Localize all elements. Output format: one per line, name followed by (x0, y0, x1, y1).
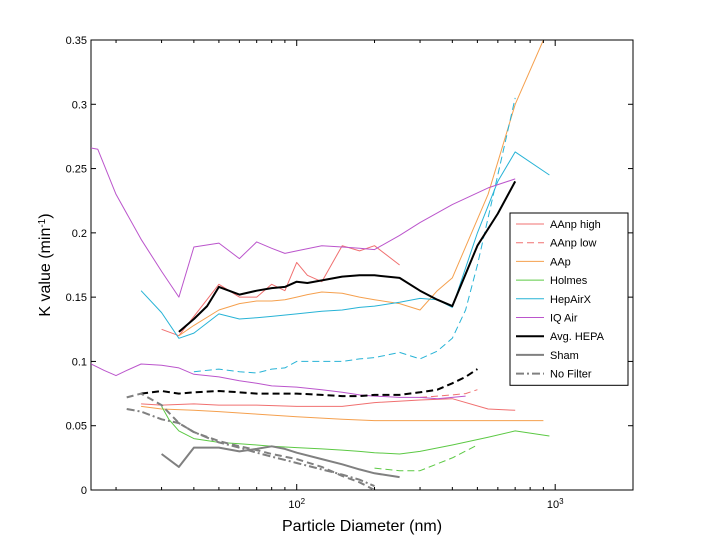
y-tick-label: 0.15 (66, 292, 87, 304)
series-line-sham (161, 445, 400, 479)
plot-frame (90, 39, 634, 491)
series-line-aap (178, 40, 544, 337)
axes-frame (90, 39, 634, 491)
x-tick-label: 102 (288, 497, 305, 512)
series-line-holmes (374, 444, 478, 472)
y-tick-label: 0.05 (66, 421, 87, 433)
legend: AAnp high AAnp low AAp Holmes HepAirX IQ Air A… (509, 212, 629, 386)
series-line-holmes (161, 406, 550, 455)
legend-label: Holmes (550, 275, 588, 287)
series-line-hepairx (193, 97, 516, 374)
y-axis-label-close: ) (37, 213, 54, 218)
y-axis-label-main: K value (min (37, 228, 54, 317)
y-tick-label: 0.2 (72, 228, 87, 240)
x-axis-ticks: 102 103 (115, 40, 634, 512)
y-axis-label: K value (min-1) (37, 213, 55, 316)
series-line-avg-hepa (178, 180, 517, 333)
series-line-hepairx (140, 151, 550, 339)
series-line-aanp-high (161, 245, 400, 337)
y-axis-ticks: 0 0.05 0.1 0.15 0.2 0.25 0.3 0.35 (66, 35, 633, 497)
series-line-iq-air (91, 147, 516, 298)
series-line-iq-air (91, 363, 466, 400)
series-line-aanp-high (141, 398, 516, 411)
series-line-avg-hepa (140, 368, 478, 398)
series-layer (91, 40, 550, 490)
legend-label: Sham (550, 350, 579, 362)
x-tick-label: 103 (547, 497, 564, 512)
y-tick-label: 0 (81, 485, 87, 497)
legend-label: AAnp high (550, 219, 601, 231)
x-axis-label: Particle Diameter (nm) (282, 518, 442, 535)
legend-label: AAp (550, 256, 571, 268)
series-line-aap (141, 405, 544, 422)
legend-label: No Filter (550, 369, 592, 381)
series-line-sham (126, 392, 375, 490)
legend-label: HepAirX (550, 294, 592, 306)
y-tick-label: 0.25 (66, 164, 87, 176)
legend-label: IQ Air (550, 313, 578, 325)
y-axis-label-sup: -1 (37, 218, 48, 227)
legend-label: AAnp low (550, 238, 597, 250)
y-tick-label: 0.3 (72, 99, 87, 111)
legend-label: Avg. HEPA (550, 331, 605, 343)
series-line-aanp-low (419, 389, 478, 398)
y-tick-label: 0.35 (66, 35, 87, 47)
series-line-no-filter (126, 408, 375, 488)
y-tick-label: 0.1 (72, 356, 87, 368)
